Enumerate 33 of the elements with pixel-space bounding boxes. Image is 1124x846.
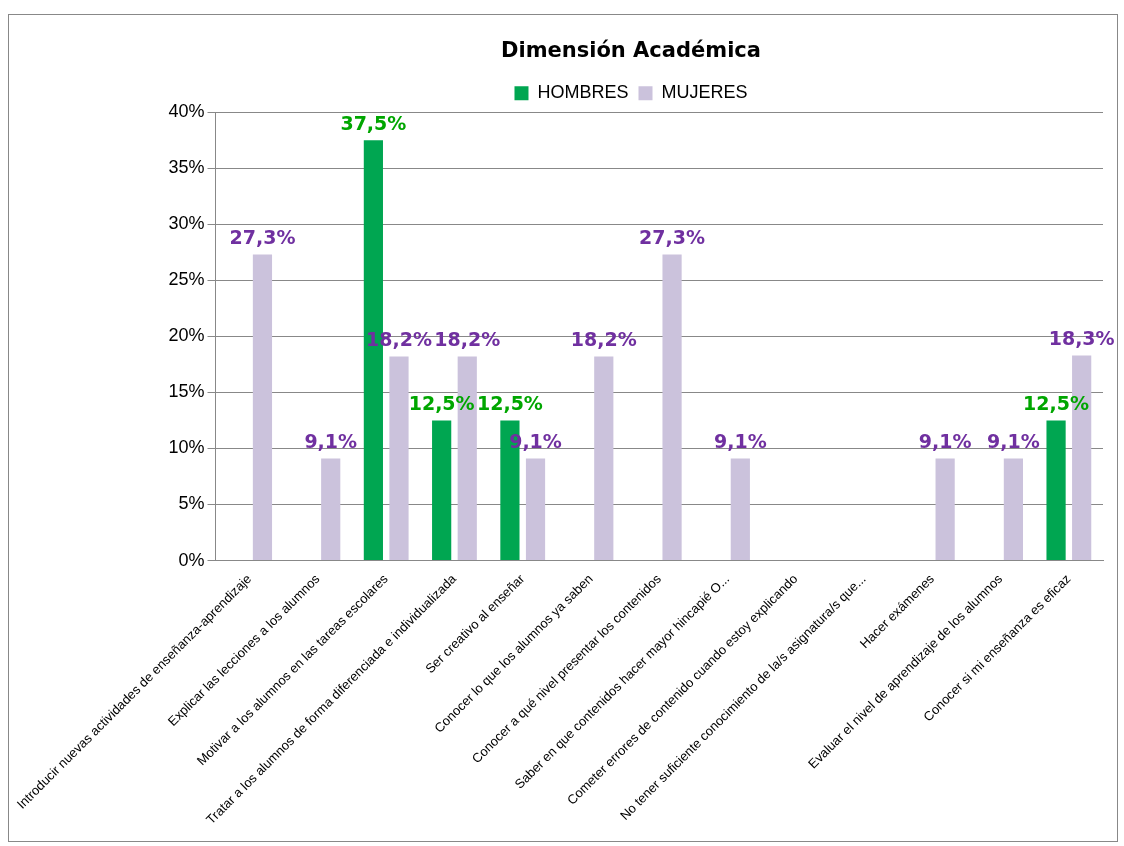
- chart-title: Dimensión Académica: [501, 38, 761, 63]
- data-label: 9,1%: [918, 429, 972, 452]
- data-label: 12,5%: [408, 391, 475, 414]
- bar: [432, 420, 452, 561]
- legend-label: HOMBRES: [537, 82, 629, 103]
- data-label: 27,3%: [639, 225, 706, 248]
- data-label: 12,5%: [476, 391, 543, 414]
- y-tick-label: 35%: [168, 157, 205, 178]
- bar: [389, 356, 409, 561]
- y-tick-label: 0%: [178, 549, 205, 570]
- y-tick-label: 5%: [178, 493, 205, 514]
- bar: [730, 458, 750, 561]
- data-label: 9,1%: [304, 429, 358, 452]
- data-label: 9,1%: [987, 429, 1040, 452]
- legend-label: MUJERES: [661, 82, 748, 103]
- y-tick-label: 15%: [168, 381, 205, 402]
- y-tick-label: 25%: [168, 269, 205, 290]
- bar: [252, 254, 273, 561]
- y-tick-label: 20%: [168, 325, 205, 346]
- bar: [935, 458, 955, 561]
- data-label: 12,5%: [1023, 391, 1090, 414]
- data-label: 27,3%: [229, 225, 296, 248]
- y-tick-label: 40%: [168, 101, 205, 122]
- bar: [321, 458, 341, 561]
- data-label: 37,5%: [340, 111, 407, 134]
- y-tick-label: 30%: [168, 213, 205, 234]
- bar: [594, 356, 614, 561]
- bar: [662, 254, 682, 561]
- bar: [1046, 420, 1066, 561]
- bar: [525, 458, 546, 561]
- y-tick-label: 10%: [168, 437, 205, 458]
- data-label: 9,1%: [713, 429, 767, 452]
- bar: [1003, 458, 1023, 561]
